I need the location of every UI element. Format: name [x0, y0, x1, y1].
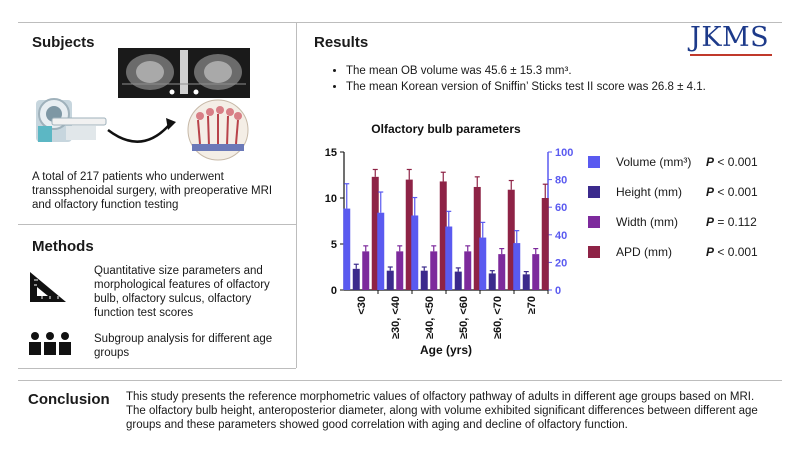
subjects-description: A total of 217 patients who underwent tr… [32, 171, 273, 211]
methods-title: Methods [32, 238, 94, 255]
bar-height [522, 274, 530, 290]
bar-apd [371, 176, 379, 290]
logo-underline [690, 54, 772, 56]
mri-scanner-icon [36, 98, 107, 142]
legend-label-height: Height (mm) [616, 185, 683, 199]
legend-pvalue-apd: P < 0.001 [706, 245, 758, 259]
bar-volume [479, 237, 487, 290]
legend-swatch-height [588, 186, 600, 198]
right-axis-tick-label: 100 [555, 147, 573, 159]
right-axis-tick-label: 40 [555, 230, 567, 242]
conclusion-text: This study presents the reference morpho… [126, 391, 758, 431]
left-axis-tick-label: 5 [331, 239, 337, 251]
right-axis-tick-label: 0 [555, 285, 561, 297]
x-axis-category-label: ≥30, <40 [390, 296, 402, 339]
left-axis-tick-label: 15 [325, 147, 337, 159]
bar-height [386, 270, 394, 290]
bar-width [362, 251, 370, 290]
bar-apd [541, 198, 549, 290]
results-title: Results [314, 34, 369, 51]
bar-apd [507, 189, 515, 290]
legend-label-volume: Volume (mm³) [616, 155, 692, 169]
olfactory-bulb-chart: Olfactory bulb parameters 0 5 10 15 0 20 40 60 80… [325, 122, 574, 357]
legend-pvalue-width: P = 0.112 [706, 215, 757, 229]
right-axis-tick-label: 80 [555, 175, 567, 187]
subjects-top-divider [18, 22, 296, 23]
results-bullet-sniffin: The mean Korean version of Sniffin’ Stic… [346, 79, 786, 95]
bar-apd [439, 181, 447, 290]
legend-label-apd: APD (mm) [616, 245, 672, 259]
x-axis-category-label: ≥40, <50 [424, 296, 436, 339]
subjects-title: Subjects [32, 34, 95, 51]
bar-height [420, 270, 428, 290]
x-axis-category-label: ≥60, <70 [492, 296, 504, 339]
subjects-methods-divider [18, 224, 296, 225]
methods-item-size-parameters: Quantitative size parameters and morphol… [94, 265, 270, 319]
legend-pvalue-volume: P < 0.001 [706, 155, 758, 169]
mri-scan-image [118, 48, 250, 98]
right-axis-tick-label: 20 [555, 257, 567, 269]
bar-height [352, 268, 360, 290]
methods-bottom-divider [18, 368, 296, 369]
x-axis-category-label: ≥70 [526, 296, 538, 314]
conclusion-top-divider [18, 380, 782, 381]
bar-apd [473, 186, 481, 290]
legend-swatch-apd [588, 246, 600, 258]
chart-title: Olfactory bulb parameters [371, 122, 521, 136]
left-axis-tick-label: 10 [325, 193, 337, 205]
olfactory-epithelium-illustration [187, 99, 249, 161]
results-bullet-volume: The mean OB volume was 45.6 ± 15.3 mm³. [346, 63, 786, 79]
curved-arrow-icon [107, 123, 171, 143]
bar-width [464, 251, 472, 290]
results-bullets: The mean OB volume was 45.6 ± 15.3 mm³. … [330, 63, 786, 95]
vertical-divider [296, 22, 297, 368]
legend-swatch-volume [588, 156, 600, 168]
x-axis-category-label: ≥50, <60 [458, 296, 470, 339]
legend-swatch-width [588, 216, 600, 228]
bar-volume [513, 243, 521, 290]
bar-width [396, 251, 404, 290]
subjects-illustration [36, 48, 250, 161]
x-axis-category-label: <30 [356, 296, 368, 315]
bar-volume [445, 226, 453, 290]
bar-width [498, 254, 506, 290]
legend-pvalue-height: P < 0.001 [706, 185, 758, 199]
right-axis-tick-label: 60 [555, 202, 567, 214]
left-axis-tick-label: 0 [331, 285, 337, 297]
x-axis-title: Age (yrs) [420, 343, 472, 357]
conclusion-title: Conclusion [28, 391, 110, 408]
bar-height [454, 271, 462, 290]
bar-width [532, 254, 540, 290]
bar-volume [377, 212, 385, 290]
methods-item-subgroup: Subgroup analysis for different age grou… [94, 333, 273, 359]
bar-volume [411, 215, 419, 290]
bar-height [488, 273, 496, 290]
bar-volume [343, 208, 351, 290]
bar-width [430, 251, 438, 290]
ruler-triangle-icon [30, 272, 66, 302]
legend-label-width: Width (mm) [616, 215, 678, 229]
header-divider [296, 22, 782, 23]
people-group-icon [29, 332, 71, 355]
journal-logo: JKMS [690, 22, 770, 53]
bar-apd [405, 179, 413, 290]
